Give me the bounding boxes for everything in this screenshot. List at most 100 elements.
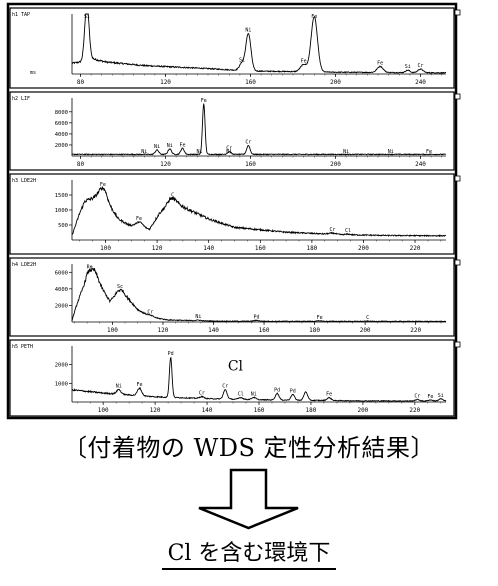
x-tick-label: 100 — [107, 327, 118, 334]
x-tick-label: 200 — [357, 407, 368, 414]
panel-marker — [454, 9, 461, 16]
wds-spectra-figure: h1 TAP 80 120 160 200 240 ms Si Si Ni Fe Fe Fe Si Cr h2… — [6, 2, 461, 420]
y-tick-label: 8000 — [55, 110, 68, 116]
x-tick-label: 140 — [203, 245, 214, 252]
x-tick-label: 180 — [306, 407, 317, 414]
spectrum-panel-1: h1 TAP 80 120 160 200 240 ms Si Si Ni Fe Fe Fe Si Cr — [9, 7, 461, 89]
peak-label: Fe — [136, 216, 142, 222]
x-tick-label: 140 — [202, 407, 213, 414]
y-tick-label: 4000 — [55, 287, 68, 293]
panel-label: h1 TAP — [12, 12, 30, 18]
y-tick-label: 6000 — [55, 121, 68, 127]
spectrum-line — [71, 13, 447, 74]
peak-label: Ni — [195, 314, 201, 320]
peak-label: Cr — [417, 63, 423, 69]
spectrum-panel-2: h2 LIF 80 120 160 200 240 2000 4000 6000 8000 Ni Ni… — [9, 91, 461, 171]
y-tick-label: 1000 — [55, 381, 68, 387]
y-tick-label: 6000 — [55, 270, 68, 276]
peak-label: Fe — [426, 149, 432, 155]
x-tick-label: 120 — [160, 161, 171, 168]
peak-label: Fe — [317, 315, 323, 321]
peak-label: Cr — [147, 309, 153, 315]
x-tick-label: 200 — [360, 327, 371, 334]
peak-label: Fe — [201, 98, 207, 104]
x-tick-label: 200 — [330, 161, 341, 168]
x-tick-label: 220 — [410, 245, 421, 252]
peak-label: Fe — [137, 382, 143, 388]
y-tick-label: 1500 — [55, 193, 68, 199]
peak-label: C — [171, 193, 174, 199]
peak-label: Ni — [388, 149, 394, 155]
peak-label: Si — [405, 64, 411, 70]
peak-label: Cr — [329, 227, 335, 233]
spectrum-panel-3: h3 LDE2H 100 120 140 160 180 200 220 500 1000 1500… — [9, 173, 461, 255]
peak-label: Si — [239, 57, 245, 63]
x-tick-label: 80 — [77, 161, 85, 168]
x-tick-label: 160 — [255, 245, 266, 252]
panel-border — [9, 257, 455, 337]
peak-label: Fe — [427, 394, 433, 400]
peak-label: Ni — [343, 149, 349, 155]
peak-label: Ni — [226, 149, 232, 155]
panel-border — [9, 91, 455, 171]
y-tick-label: 2000 — [55, 143, 68, 149]
y-tick-label: 2000 — [55, 363, 68, 369]
panel-label: h5 PETH — [12, 344, 33, 350]
peak-label: Ni — [251, 391, 257, 397]
panel-marker — [454, 175, 461, 182]
x-tick-label: 220 — [409, 407, 420, 414]
peak-label: Pd — [274, 387, 280, 393]
x-tick-label: 160 — [259, 327, 270, 334]
x-tick-label: 200 — [330, 79, 341, 86]
x-tick-label: 180 — [309, 327, 320, 334]
y-unit: ms — [30, 70, 36, 76]
peak-label: Cl — [345, 228, 351, 234]
panel-label: h2 LIF — [12, 96, 30, 102]
peak-label: Si — [84, 14, 90, 20]
peak-label: Cr — [226, 146, 232, 152]
peak-label: Fe — [179, 142, 185, 148]
x-tick-label: 160 — [245, 161, 256, 168]
peak-label: Fe — [100, 182, 106, 188]
panel-label: h3 LDE2H — [12, 178, 36, 184]
peak-label: Fe — [326, 392, 332, 398]
y-tick-label: 1000 — [55, 208, 68, 214]
panel-border — [9, 7, 455, 89]
x-tick-label: 180 — [306, 245, 317, 252]
environment-caption: Cl を含む環境下 — [0, 535, 498, 570]
x-tick-label: 140 — [208, 327, 219, 334]
peak-label: Cr — [222, 384, 228, 390]
panel-marker — [454, 93, 461, 100]
x-tick-label: 80 — [77, 79, 85, 86]
spectrum-line — [71, 103, 447, 156]
x-tick-label: 240 — [415, 79, 426, 86]
spectrum-panel-5: h5 PETH 100 120 140 160 180 200 220 1000 2000 Ni Fe… — [9, 339, 461, 417]
figure-caption: 〔付着物の WDS 定性分析結果〕 — [62, 434, 436, 462]
peak-label: Ni — [154, 144, 160, 150]
x-tick-label: 160 — [254, 407, 265, 414]
peak-label: Cr — [199, 391, 205, 397]
environment-caption-text: Cl を含む環境下 — [161, 541, 337, 570]
x-tick-label: 200 — [358, 245, 369, 252]
peak-label: Fe — [301, 59, 307, 65]
x-tick-label: 120 — [150, 407, 161, 414]
peak-label: C — [366, 315, 369, 321]
peak-label: Ni — [167, 143, 173, 149]
x-tick-label: 120 — [158, 327, 169, 334]
panel-border — [9, 339, 455, 417]
cl-annotation: Cl — [228, 358, 244, 374]
peak-label: Ni — [245, 28, 251, 34]
peak-label: Pd — [168, 351, 174, 357]
panel-border — [9, 173, 455, 255]
panel-marker — [454, 259, 461, 266]
x-tick-label: 220 — [410, 327, 421, 334]
y-tick-label: 2000 — [55, 303, 68, 309]
panel-label: h4 LDE2H — [12, 262, 36, 268]
x-tick-label: 240 — [415, 161, 426, 168]
x-tick-label: 100 — [98, 407, 109, 414]
figure-frame — [6, 2, 458, 420]
peak-label: Ni — [196, 149, 202, 155]
spectrum-line — [71, 186, 447, 238]
peak-label: Re — [87, 264, 93, 270]
